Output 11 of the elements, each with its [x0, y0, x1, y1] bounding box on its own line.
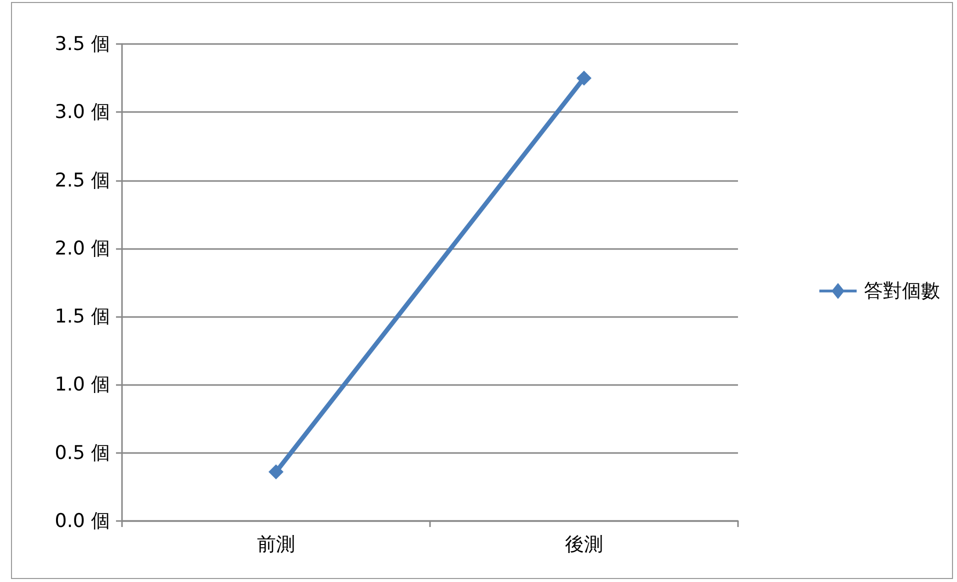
y-tick-label: 3.0 個: [54, 101, 110, 124]
y-tick-label: 0.5 個: [54, 442, 110, 464]
y-tick-label: 0.0 個: [54, 510, 110, 532]
legend-label: 答對個數: [864, 280, 940, 302]
y-tick-label: 3.5 個: [54, 33, 110, 55]
y-tick-label: 2.5 個: [54, 169, 110, 192]
x-tick-label: 前測: [257, 534, 295, 556]
y-tick-label: 2.0 個: [54, 237, 110, 260]
y-tick-label: 1.5 個: [54, 306, 110, 328]
y-tick-label: 1.0 個: [54, 374, 110, 396]
x-tick-label: 後測: [565, 534, 603, 556]
